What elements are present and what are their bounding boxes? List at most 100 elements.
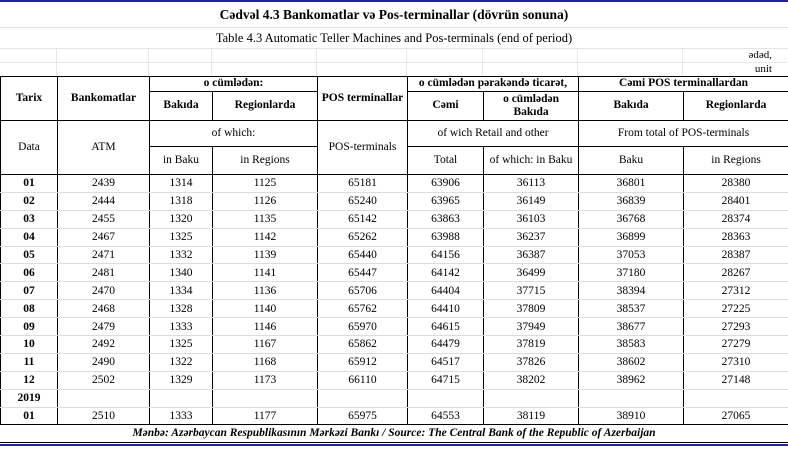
header-data: Data <box>0 120 58 175</box>
value-cell: 28380 <box>683 174 788 193</box>
row-label-cell: 11 <box>0 353 58 372</box>
value-cell: 65970 <box>317 317 409 337</box>
value-cell: 37949 <box>483 317 580 337</box>
value-cell: 38119 <box>483 407 580 425</box>
table-row: 09 2479 1333 1146 65970 64615 37949 38677 27293 <box>0 317 788 337</box>
value-cell: 37819 <box>483 335 580 354</box>
value-cell: 2439 <box>57 174 150 193</box>
header-pos-total-regions-az: Regionlarda <box>683 91 788 121</box>
value-cell: 1125 <box>211 174 319 193</box>
header-pos-total-regions-en: in Regions <box>683 146 788 175</box>
unit-label-az: ədəd, <box>683 49 787 63</box>
row-label-cell: 12 <box>0 371 58 390</box>
value-cell: 36899 <box>578 228 685 247</box>
value-cell: 36387 <box>483 246 580 265</box>
header-row-en-sub: in Baku in Regions Total of which: in Ba… <box>1 146 788 175</box>
value-cell: 64715 <box>407 371 485 390</box>
value-cell: 1126 <box>211 192 319 211</box>
header-pos-en: POS-terminals <box>317 120 409 175</box>
row-label-cell: 10 <box>0 335 58 354</box>
value-cell <box>317 388 409 408</box>
table-row: 01 2439 1314 1125 65181 63906 36113 36801 28380 <box>0 174 788 193</box>
value-cell: 36149 <box>483 192 580 211</box>
value-cell: 36768 <box>578 210 685 229</box>
row-label-cell: 08 <box>0 299 58 319</box>
value-cell: 38537 <box>578 299 685 319</box>
value-cell: 1135 <box>211 210 319 229</box>
value-cell: 2467 <box>57 228 150 247</box>
header-en-of-which: of which: <box>148 120 319 147</box>
row-label-cell: 02 <box>0 192 58 211</box>
value-cell: 38602 <box>578 353 685 372</box>
row-label-cell: 03 <box>0 210 58 229</box>
header-retail-en: of wich Retail and other <box>407 120 580 147</box>
grid-cell <box>578 49 683 63</box>
value-cell: 64410 <box>407 299 485 319</box>
table-row: 04 2467 1325 1142 65262 63988 36237 36899 28363 <box>0 228 788 247</box>
value-cell: 27279 <box>683 335 788 354</box>
value-cell <box>149 388 213 408</box>
value-cell: 64517 <box>407 353 485 372</box>
value-cell: 65440 <box>317 246 409 265</box>
value-cell: 1142 <box>211 228 319 247</box>
value-cell: 1314 <box>149 174 213 193</box>
grid-cell <box>149 63 212 76</box>
value-cell: 2479 <box>57 317 150 337</box>
grid-cell <box>212 49 317 63</box>
value-cell: 64479 <box>407 335 485 354</box>
value-cell: 2455 <box>57 210 150 229</box>
row-label-cell: 01 <box>0 407 58 425</box>
header-bankomatlar: Bankomatlar <box>57 76 150 121</box>
value-cell: 65447 <box>317 263 409 283</box>
value-cell <box>578 388 685 408</box>
value-cell: 65862 <box>317 335 409 354</box>
source-note: Mənbə: Azərbaycan Respublikasının Mərkəz… <box>0 425 788 444</box>
table-row: 01 2510 1333 1177 65975 64553 38119 38910 27065 <box>0 407 788 425</box>
header-az-in-baku: Bakıda <box>149 91 213 121</box>
value-cell: 28387 <box>683 246 788 265</box>
value-cell: 1141 <box>211 263 319 283</box>
value-cell: 2492 <box>57 335 150 354</box>
table-row: 08 2468 1328 1140 65762 64410 37809 38537 27225 <box>0 299 788 319</box>
value-cell: 36237 <box>483 228 580 247</box>
value-cell: 63906 <box>407 174 485 193</box>
header-az-of-which: o cümlədən: <box>148 76 319 92</box>
value-cell: 2470 <box>57 281 150 301</box>
value-cell: 63988 <box>407 228 485 247</box>
table-title-en: Table 4.3 Automatic Teller Machines and … <box>215 31 573 45</box>
value-cell: 1325 <box>149 228 213 247</box>
table-body: 01 2439 1314 1125 65181 63906 36113 36801 28380 0… <box>0 174 788 425</box>
value-cell: 65706 <box>317 281 409 301</box>
value-cell: 38583 <box>578 335 685 354</box>
value-cell: 64404 <box>407 281 485 301</box>
header-pos-total-baku-az: Bakıda <box>578 91 685 121</box>
top-rule <box>0 0 788 2</box>
value-cell: 1146 <box>211 317 319 337</box>
value-cell: 1136 <box>211 281 319 301</box>
value-cell: 1325 <box>149 335 213 354</box>
header-retail-baku-az: o cümlədən Bakıda <box>483 91 580 121</box>
value-cell: 66110 <box>317 371 409 390</box>
value-cell: 37809 <box>483 299 580 319</box>
value-cell: 1140 <box>211 299 319 319</box>
value-cell: 65762 <box>317 299 409 319</box>
value-cell: 1333 <box>149 317 213 337</box>
row-label-cell: 09 <box>0 317 58 337</box>
value-cell: 28363 <box>683 228 788 247</box>
value-cell: 37053 <box>578 246 685 265</box>
grid-cell <box>212 63 317 76</box>
value-cell: 63965 <box>407 192 485 211</box>
value-cell: 2468 <box>57 299 150 319</box>
header-az-in-regions: Regionlarda <box>211 91 319 121</box>
value-cell: 1318 <box>149 192 213 211</box>
value-cell: 38962 <box>578 371 685 390</box>
value-cell: 65142 <box>317 210 409 229</box>
value-cell: 2502 <box>57 371 150 390</box>
row-label-cell: 01 <box>0 174 58 193</box>
value-cell: 38910 <box>578 407 685 425</box>
grid-cell <box>57 49 149 63</box>
header-pos-az: POS terminallar <box>317 76 409 121</box>
grid-cell <box>0 63 57 76</box>
value-cell: 1332 <box>149 246 213 265</box>
value-cell: 1173 <box>211 371 319 390</box>
